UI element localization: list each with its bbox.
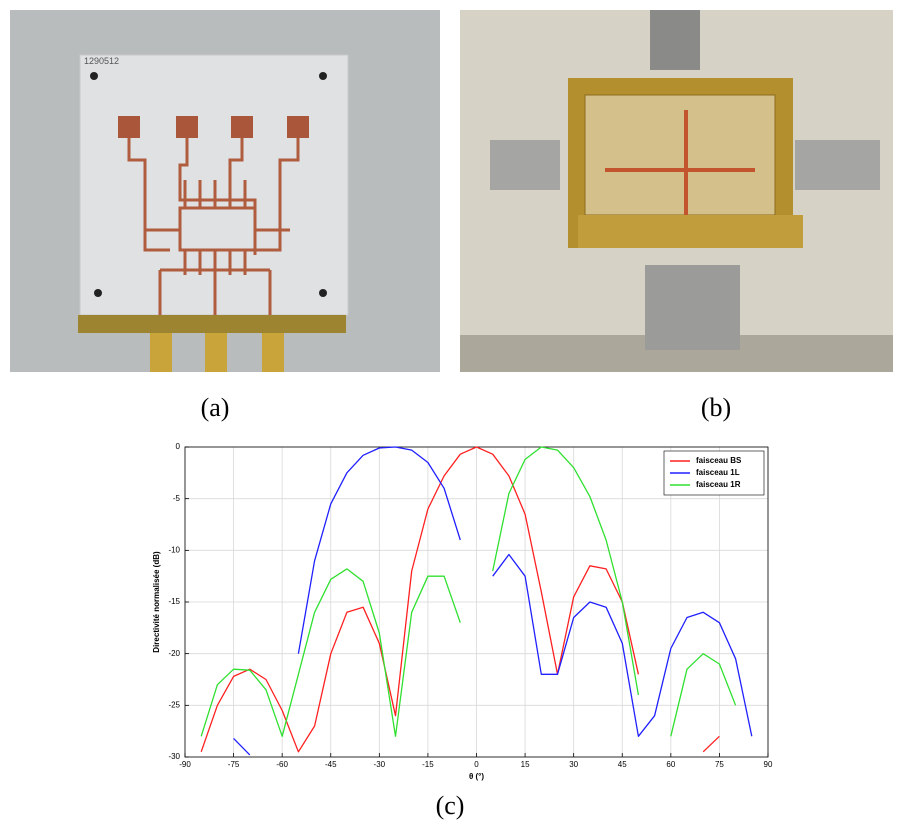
y-tick-label: -15 — [168, 597, 180, 606]
x-axis-label: θ (°) — [469, 772, 484, 781]
x-tick-label: -75 — [228, 760, 240, 769]
y-axis-label: Directivité normalisée (dB) — [152, 551, 161, 653]
x-tick-label: 90 — [764, 760, 773, 769]
x-tick-label: -30 — [374, 760, 386, 769]
y-tick-label: -30 — [168, 752, 180, 761]
chart: -90 -75 -60 -45 -30 -15 0 15 30 45 60 75 90 0 -5 -10 -15… — [152, 442, 773, 781]
y-tick-label: -10 — [168, 545, 180, 554]
legend-label: faisceau 1R — [696, 480, 741, 489]
y-tick-label: -25 — [168, 700, 180, 709]
x-tick-label: -90 — [179, 760, 191, 769]
photo-b — [460, 10, 893, 372]
caption-c: (c) — [436, 791, 465, 820]
y-tick-label: 0 — [176, 442, 181, 451]
x-tick-label: 30 — [569, 760, 578, 769]
caption-a: (a) — [201, 393, 230, 422]
x-tick-label: 0 — [474, 760, 479, 769]
x-tick-label: -60 — [276, 760, 288, 769]
x-tick-label: 15 — [521, 760, 530, 769]
board-label: 1290512 — [84, 56, 119, 66]
caption-b: (b) — [701, 393, 731, 422]
x-tick-label: 45 — [618, 760, 627, 769]
x-tick-label: 60 — [666, 760, 675, 769]
y-tick-label: -5 — [173, 494, 181, 503]
y-tick-label: -20 — [168, 649, 180, 658]
legend-label: faisceau BS — [696, 456, 742, 465]
photo-a: 1290512 — [10, 10, 440, 372]
x-tick-label: -45 — [325, 760, 337, 769]
x-tick-label: -15 — [422, 760, 434, 769]
x-tick-label: 75 — [715, 760, 724, 769]
legend-label: faisceau 1L — [696, 468, 740, 477]
figure: 1290512 (a) (b) (c) -90 -75 -60 -45 -30 -15 0 1… — [0, 0, 903, 828]
